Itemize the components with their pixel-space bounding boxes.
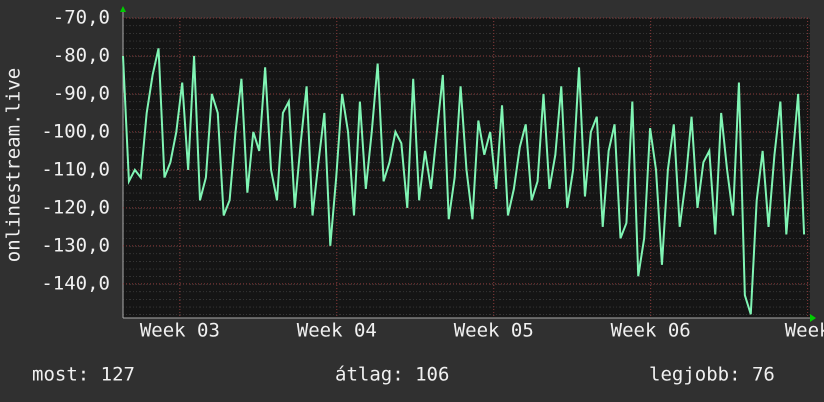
series-line: [122, 48, 806, 315]
y-tick-label: -130,0: [41, 234, 110, 256]
stat: átlag: 106: [335, 364, 449, 386]
x-arrow: [810, 314, 816, 322]
y-tick-label: -90,0: [53, 82, 110, 104]
x-tick-label: Week 06: [611, 320, 691, 342]
y-tick-label: -80,0: [53, 44, 110, 66]
x-tick-label: Week 03: [140, 320, 220, 342]
x-tick-label: Week 05: [454, 320, 534, 342]
y-axis-label: onlinestream.live: [3, 68, 25, 262]
y-tick-label: -120,0: [41, 196, 110, 218]
y-tick-label: -70,0: [53, 7, 110, 29]
stat: most: 127: [32, 364, 135, 386]
y-tick-label: -140,0: [41, 272, 110, 294]
x-tick-label: Week 04: [297, 320, 377, 342]
y-tick-label: -100,0: [41, 120, 110, 142]
x-tick-label: Week: [785, 320, 824, 342]
y-arrow: [120, 6, 126, 12]
stat: legjobb: 76: [649, 364, 775, 386]
y-tick-label: -110,0: [41, 158, 110, 180]
